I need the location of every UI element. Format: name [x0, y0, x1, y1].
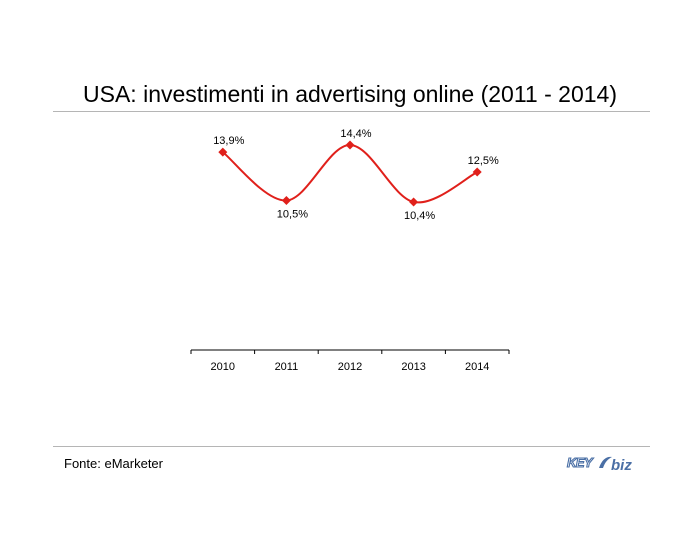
- data-label: 10,4%: [404, 210, 435, 222]
- logo-key-text: KEY: [567, 455, 594, 470]
- keybiz-logo: KEY biz: [566, 454, 632, 473]
- data-label: 10,5%: [277, 209, 308, 221]
- data-point-layer: [218, 140, 482, 207]
- series-line-layer: [222, 144, 478, 204]
- source-note: Fonte: eMarketer: [64, 456, 163, 471]
- data-point-marker: [345, 140, 355, 150]
- data-label: 13,9%: [213, 135, 244, 147]
- x-tick-label: 2013: [401, 361, 425, 373]
- data-label: 12,5%: [468, 155, 499, 167]
- x-tick-label: 2012: [338, 361, 362, 373]
- title-divider: [53, 111, 650, 112]
- data-label: 14,4%: [340, 128, 371, 140]
- data-point-marker: [281, 196, 291, 206]
- footer-divider: [53, 446, 650, 447]
- series-line: [222, 144, 478, 204]
- data-point-marker: [218, 147, 228, 157]
- data-point-marker: [409, 197, 419, 207]
- data-point-marker: [472, 167, 482, 177]
- page-title: USA: investimenti in advertising online …: [83, 81, 617, 107]
- logo-swoosh-icon: [599, 456, 612, 468]
- x-tick-label: 2014: [465, 361, 489, 373]
- x-tick-label: 2011: [275, 361, 299, 373]
- data-label-layer: 13,9% 10,5% 14,4% 10,4% 12,5%: [213, 128, 499, 222]
- x-axis: 2010 2011 2012 2013 2014: [190, 349, 510, 373]
- logo-biz-text: biz: [611, 457, 632, 473]
- x-tick-label: 2010: [211, 361, 235, 373]
